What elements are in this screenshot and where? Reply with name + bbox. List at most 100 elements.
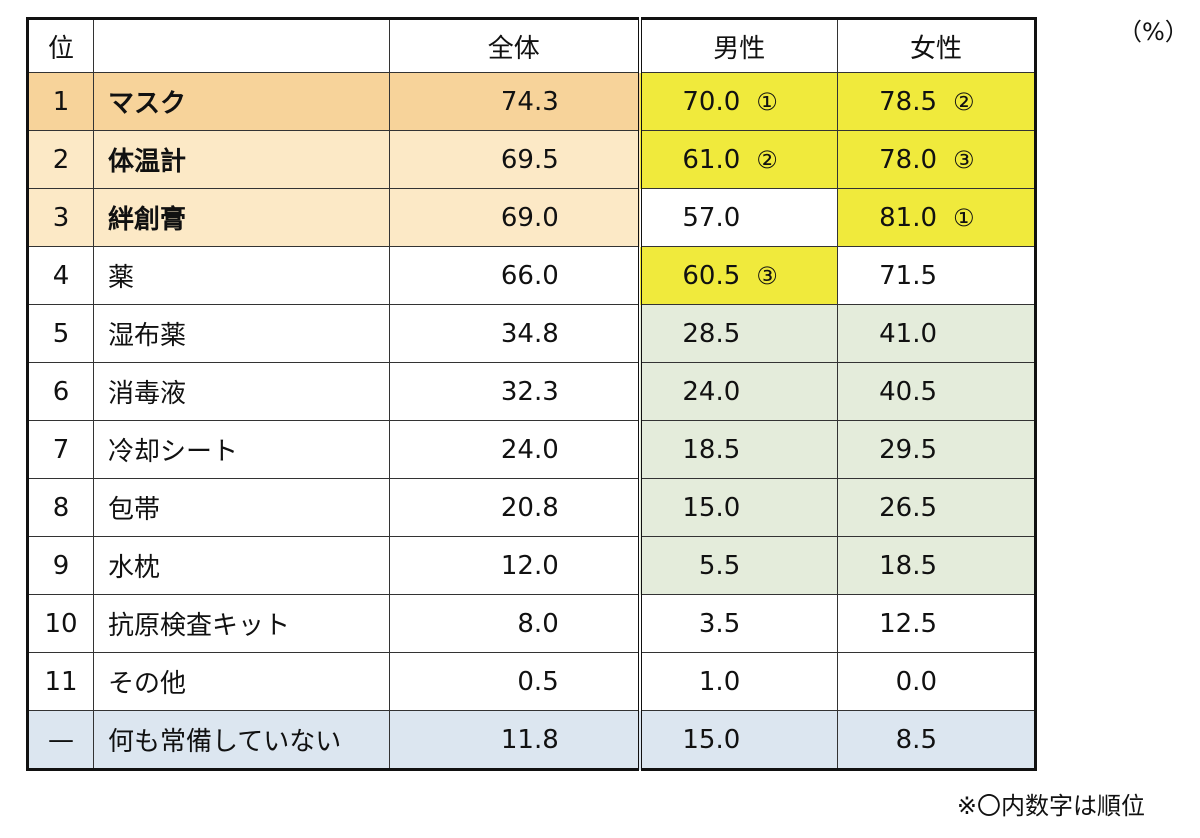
all-cell-value: 12.0 bbox=[500, 550, 559, 581]
item-label: 何も常備していない bbox=[108, 727, 342, 757]
all-cell-value: 8.0 bbox=[517, 608, 559, 639]
male-cell-value: 15.0 bbox=[682, 724, 741, 755]
item-label: 体温計 bbox=[108, 147, 187, 177]
female-cell-value: 81.0 bbox=[879, 202, 937, 233]
male-cell-value: 61.0 bbox=[682, 144, 741, 175]
table-row: — 何も常備していない 11.8 15.0 8.5 bbox=[27, 710, 1036, 770]
all-cell-value: 20.8 bbox=[500, 492, 559, 523]
female-cell: 78.5 ② bbox=[837, 72, 1036, 131]
female-cell-value: 8.5 bbox=[895, 724, 937, 755]
item-label: 消毒液 bbox=[108, 379, 187, 409]
female-cell-value: 29.5 bbox=[879, 434, 937, 465]
table-row: 3 絆創膏 69.0 57.0 81.0 ① bbox=[27, 188, 1036, 247]
item-label: その他 bbox=[108, 669, 187, 699]
item-cell: 何も常備していない bbox=[93, 710, 390, 770]
table-row: 5 湿布薬 34.8 28.5 41.0 bbox=[27, 304, 1036, 363]
male-cell: 5.5 bbox=[639, 536, 838, 595]
male-cell-value: 60.5 bbox=[682, 260, 741, 291]
all-cell-value: 32.3 bbox=[500, 376, 559, 407]
rank-value: 2 bbox=[52, 144, 70, 175]
rank-cell: 6 bbox=[27, 362, 94, 421]
all-cell: 34.8 bbox=[389, 304, 642, 363]
all-cell: 69.5 bbox=[389, 130, 642, 189]
male-cell: 60.5 ③ bbox=[639, 246, 838, 305]
female-cell: 8.5 bbox=[837, 710, 1036, 770]
male-cell-value: 1.0 bbox=[698, 666, 741, 697]
table-row: 7 冷却シート 24.0 18.5 29.5 bbox=[27, 420, 1036, 479]
item-cell: 湿布薬 bbox=[93, 304, 390, 363]
header-rank: 位 bbox=[27, 18, 94, 73]
male-cell-rank-badge: ③ bbox=[756, 261, 778, 290]
male-cell-value: 5.5 bbox=[698, 550, 741, 581]
female-cell-value: 12.5 bbox=[879, 608, 937, 639]
item-label: 水枕 bbox=[108, 553, 161, 583]
item-label: 冷却シート bbox=[108, 437, 239, 467]
item-label: マスク bbox=[108, 89, 187, 119]
header-row: 位 全体 男性 女性 bbox=[27, 18, 1036, 73]
all-cell-value: 74.3 bbox=[500, 86, 559, 117]
rank-cell: 2 bbox=[27, 130, 94, 189]
female-cell: 0.0 bbox=[837, 652, 1036, 711]
item-label: 湿布薬 bbox=[108, 321, 187, 351]
female-cell: 26.5 bbox=[837, 478, 1036, 537]
all-cell: 74.3 bbox=[389, 72, 642, 131]
rank-value: 8 bbox=[52, 492, 70, 523]
male-cell: 24.0 bbox=[639, 362, 838, 421]
male-cell-value: 3.5 bbox=[698, 608, 741, 639]
rank-cell: 3 bbox=[27, 188, 94, 247]
male-cell-rank-badge: ② bbox=[756, 145, 778, 174]
item-cell: 抗原検査キット bbox=[93, 594, 390, 653]
female-cell-value: 78.5 bbox=[879, 86, 937, 117]
all-cell-value: 11.8 bbox=[500, 724, 559, 755]
female-cell: 71.5 bbox=[837, 246, 1036, 305]
rank-cell: 4 bbox=[27, 246, 94, 305]
female-cell: 12.5 bbox=[837, 594, 1036, 653]
table-row: 8 包帯 20.8 15.0 26.5 bbox=[27, 478, 1036, 537]
female-cell-value: 0.0 bbox=[895, 666, 937, 697]
male-cell-value: 28.5 bbox=[682, 318, 741, 349]
rank-value: 9 bbox=[52, 550, 70, 581]
all-cell-value: 34.8 bbox=[500, 318, 559, 349]
header-all: 全体 bbox=[389, 18, 642, 73]
item-label: 絆創膏 bbox=[108, 205, 187, 235]
male-cell-value: 70.0 bbox=[682, 86, 741, 117]
female-cell: 81.0 ① bbox=[837, 188, 1036, 247]
all-cell-value: 69.5 bbox=[500, 144, 559, 175]
unit-label: （%） bbox=[1118, 18, 1189, 46]
male-cell-value: 15.0 bbox=[682, 492, 741, 523]
all-cell-value: 66.0 bbox=[500, 260, 559, 291]
rank-value: 5 bbox=[52, 318, 70, 349]
all-cell: 69.0 bbox=[389, 188, 642, 247]
rank-value: 7 bbox=[52, 434, 70, 465]
female-cell: 40.5 bbox=[837, 362, 1036, 421]
all-cell-value: 0.5 bbox=[517, 666, 559, 697]
table-row: 4 薬 66.0 60.5 ③ 71.5 bbox=[27, 246, 1036, 305]
female-cell-rank-badge: ① bbox=[953, 203, 975, 232]
header-female: 女性 bbox=[837, 18, 1036, 73]
male-cell: 28.5 bbox=[639, 304, 838, 363]
item-cell: マスク bbox=[93, 72, 390, 131]
header-item bbox=[93, 18, 390, 73]
rank-value: 4 bbox=[52, 260, 70, 291]
table-row: 1 マスク 74.3 70.0 ① 78.5 ② bbox=[27, 72, 1036, 131]
rank-value: 3 bbox=[52, 202, 70, 233]
item-label: 薬 bbox=[108, 263, 135, 293]
male-cell-rank-badge: ① bbox=[756, 87, 778, 116]
male-cell: 70.0 ① bbox=[639, 72, 838, 131]
male-cell: 1.0 bbox=[639, 652, 838, 711]
rank-cell: 7 bbox=[27, 420, 94, 479]
female-cell-rank-badge: ② bbox=[953, 87, 975, 116]
female-cell-rank-badge: ③ bbox=[953, 145, 975, 174]
female-cell-value: 26.5 bbox=[879, 492, 937, 523]
rank-cell: 9 bbox=[27, 536, 94, 595]
rank-cell: 11 bbox=[27, 652, 94, 711]
female-cell: 18.5 bbox=[837, 536, 1036, 595]
rank-cell: 10 bbox=[27, 594, 94, 653]
female-cell: 78.0 ③ bbox=[837, 130, 1036, 189]
item-cell: その他 bbox=[93, 652, 390, 711]
all-cell: 66.0 bbox=[389, 246, 642, 305]
female-cell-value: 71.5 bbox=[879, 260, 937, 291]
all-cell-value: 24.0 bbox=[500, 434, 559, 465]
male-cell-value: 18.5 bbox=[682, 434, 741, 465]
male-cell: 61.0 ② bbox=[639, 130, 838, 189]
